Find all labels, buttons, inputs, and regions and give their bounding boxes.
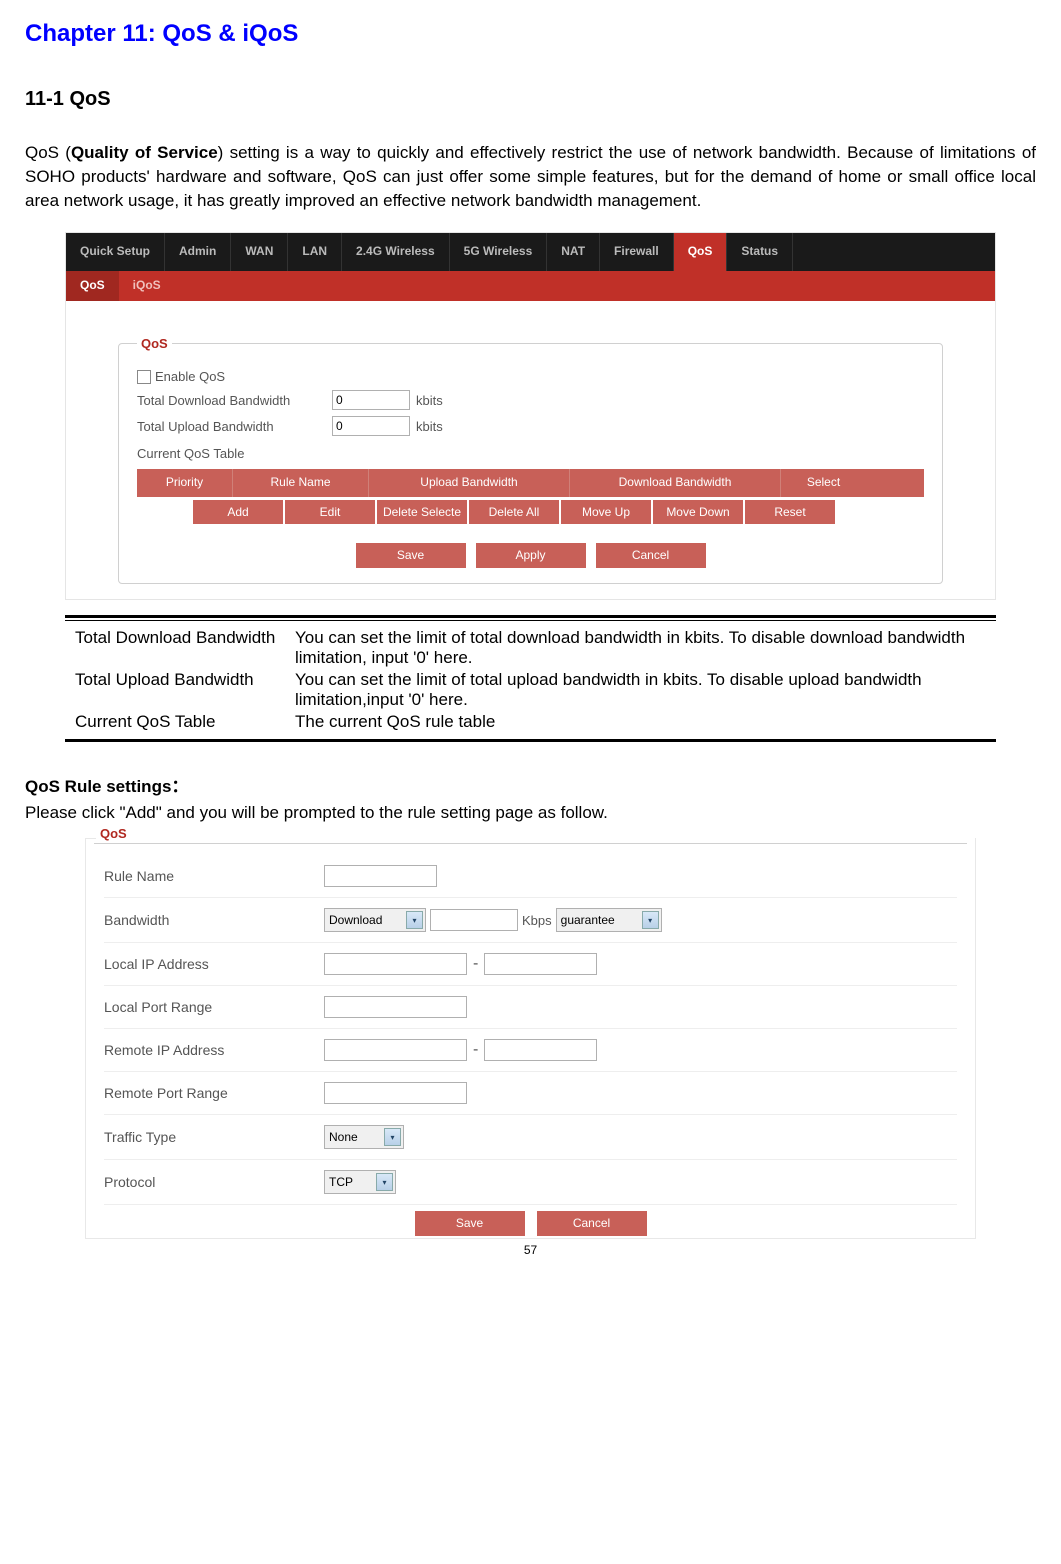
local-ip-end-input[interactable] xyxy=(484,953,597,975)
chevron-down-icon: ▾ xyxy=(642,911,659,929)
definition-table: Total Download BandwidthYou can set the … xyxy=(65,615,996,742)
tab-wan[interactable]: WAN xyxy=(231,233,288,271)
remote-port-input[interactable] xyxy=(324,1082,467,1104)
form-save-button[interactable]: Save xyxy=(415,1211,525,1236)
dash-separator: - xyxy=(473,1041,478,1059)
upload-bw-label: Total Upload Bandwidth xyxy=(137,419,332,434)
protocol-select[interactable]: TCP ▾ xyxy=(324,1170,396,1194)
move-up-button[interactable]: Move Up xyxy=(560,499,652,525)
traffic-type-select[interactable]: None ▾ xyxy=(324,1125,404,1149)
remote-port-label: Remote Port Range xyxy=(104,1085,324,1101)
remote-ip-start-input[interactable] xyxy=(324,1039,467,1061)
download-unit: kbits xyxy=(416,393,443,408)
definition-row: Total Download BandwidthYou can set the … xyxy=(65,627,996,669)
local-ip-start-input[interactable] xyxy=(324,953,467,975)
sub-tabs: QoSiQoS xyxy=(66,271,995,301)
apply-button[interactable]: Apply xyxy=(476,543,586,568)
reset-button[interactable]: Reset xyxy=(744,499,836,525)
rule-name-label: Rule Name xyxy=(104,868,324,884)
download-bw-label: Total Download Bandwidth xyxy=(137,393,332,408)
protocol-label: Protocol xyxy=(104,1174,324,1190)
definition-row: Current QoS TableThe current QoS rule ta… xyxy=(65,711,996,733)
section-title: 11-1 QoS xyxy=(25,88,1036,111)
local-port-label: Local Port Range xyxy=(104,999,324,1015)
table-header-upload-bandwidth: Upload Bandwidth xyxy=(369,469,570,497)
table-action-row: AddEditDelete SelecteDelete AllMove UpMo… xyxy=(137,499,924,525)
subtab-qos[interactable]: QoS xyxy=(66,271,119,301)
table-header-select: Select xyxy=(781,469,866,497)
tab-quick-setup[interactable]: Quick Setup xyxy=(66,233,165,271)
download-bw-input[interactable] xyxy=(332,390,410,410)
delete-all-button[interactable]: Delete All xyxy=(468,499,560,525)
remote-ip-label: Remote IP Address xyxy=(104,1042,324,1058)
protocol-value: TCP xyxy=(329,1175,353,1189)
intro-prefix: QoS ( xyxy=(25,143,71,162)
traffic-type-label: Traffic Type xyxy=(104,1129,324,1145)
upload-unit: kbits xyxy=(416,419,443,434)
intro-paragraph: QoS (Quality of Service) setting is a wa… xyxy=(25,141,1036,212)
bandwidth-value-input[interactable] xyxy=(430,909,518,931)
tab-lan[interactable]: LAN xyxy=(288,233,342,271)
traffic-type-value: None xyxy=(329,1130,358,1144)
save-button[interactable]: Save xyxy=(356,543,466,568)
chevron-down-icon: ▾ xyxy=(384,1128,401,1146)
rule-name-input[interactable] xyxy=(324,865,437,887)
chevron-down-icon: ▾ xyxy=(376,1173,393,1191)
add-button[interactable]: Add xyxy=(192,499,284,525)
edit-button[interactable]: Edit xyxy=(284,499,376,525)
form-cancel-button[interactable]: Cancel xyxy=(537,1211,647,1236)
current-table-label: Current QoS Table xyxy=(137,446,244,461)
fieldset-legend: QoS xyxy=(137,336,172,351)
delete-selecte-button[interactable]: Delete Selecte xyxy=(376,499,468,525)
tab-5g-wireless[interactable]: 5G Wireless xyxy=(450,233,548,271)
page-number: 57 xyxy=(25,1243,1036,1257)
router-screenshot: Quick SetupAdminWANLAN2.4G Wireless5G Wi… xyxy=(65,232,996,600)
tab-admin[interactable]: Admin xyxy=(165,233,231,271)
table-header-rule-name: Rule Name xyxy=(233,469,369,497)
bw-dir-value: Download xyxy=(329,913,382,927)
chapter-title: Chapter 11: QoS & iQoS xyxy=(25,20,1036,48)
subtab-iqos[interactable]: iQoS xyxy=(119,271,175,301)
definition-term: Current QoS Table xyxy=(75,712,295,732)
bottom-button-row: Save Apply Cancel xyxy=(137,543,924,568)
definition-term: Total Upload Bandwidth xyxy=(75,670,295,710)
table-header-download-bandwidth: Download Bandwidth xyxy=(570,469,781,497)
remote-ip-end-input[interactable] xyxy=(484,1039,597,1061)
definition-row: Total Upload BandwidthYou can set the li… xyxy=(65,669,996,711)
bw-unit: Kbps xyxy=(522,913,552,928)
rule-settings-text: Please click "Add" and you will be promp… xyxy=(25,803,1036,823)
bandwidth-label: Bandwidth xyxy=(104,912,324,928)
qos-table-header: PriorityRule NameUpload BandwidthDownloa… xyxy=(137,469,924,497)
definition-term: Total Download Bandwidth xyxy=(75,628,295,668)
definition-desc: You can set the limit of total download … xyxy=(295,628,986,668)
tab-firewall[interactable]: Firewall xyxy=(600,233,674,271)
tab-qos[interactable]: QoS xyxy=(674,233,728,271)
rule-settings-heading: QoS Rule settings： xyxy=(25,772,1036,797)
enable-qos-label: Enable QoS xyxy=(155,369,225,384)
main-tabs: Quick SetupAdminWANLAN2.4G Wireless5G Wi… xyxy=(66,233,995,271)
dash-separator: - xyxy=(473,955,478,973)
qos-fieldset: QoS Enable QoS Total Download Bandwidth … xyxy=(118,336,943,584)
chevron-down-icon: ▾ xyxy=(406,911,423,929)
local-ip-label: Local IP Address xyxy=(104,956,324,972)
qos-rule-form: QoS Rule Name Bandwidth Download ▾ Kbps … xyxy=(85,838,976,1239)
move-down-button[interactable]: Move Down xyxy=(652,499,744,525)
bw-mode-value: guarantee xyxy=(561,913,615,927)
form-legend: QoS xyxy=(96,826,975,841)
bandwidth-direction-select[interactable]: Download ▾ xyxy=(324,908,426,932)
tab-nat[interactable]: NAT xyxy=(547,233,600,271)
enable-qos-checkbox[interactable] xyxy=(137,370,151,384)
tab-2-4g-wireless[interactable]: 2.4G Wireless xyxy=(342,233,450,271)
tab-status[interactable]: Status xyxy=(727,233,793,271)
definition-desc: You can set the limit of total upload ba… xyxy=(295,670,986,710)
bandwidth-mode-select[interactable]: guarantee ▾ xyxy=(556,908,662,932)
local-port-input[interactable] xyxy=(324,996,467,1018)
table-header-priority: Priority xyxy=(137,469,233,497)
upload-bw-input[interactable] xyxy=(332,416,410,436)
cancel-button[interactable]: Cancel xyxy=(596,543,706,568)
intro-bold: Quality of Service xyxy=(71,143,218,162)
definition-desc: The current QoS rule table xyxy=(295,712,986,732)
